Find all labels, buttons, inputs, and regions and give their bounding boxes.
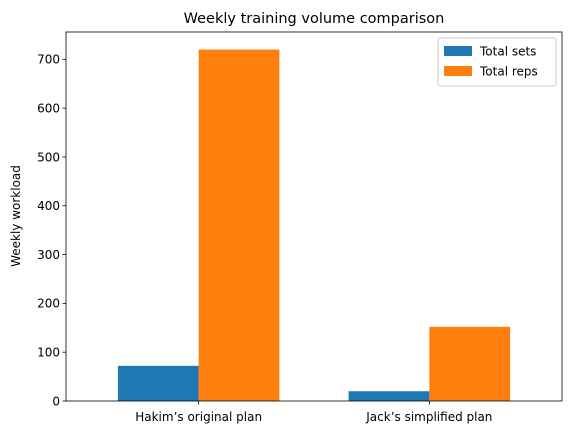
y-axis-label: Weekly workload	[9, 165, 23, 267]
legend-swatch	[444, 66, 472, 76]
bars-group	[117, 49, 511, 401]
y-tick-label: 600	[37, 101, 60, 115]
x-ticks-group: Hakim’s original plan Jack’s simplified p…	[135, 401, 492, 424]
bar-total-reps-0	[198, 49, 280, 401]
y-tick-label: 200	[37, 297, 60, 311]
y-tick-label: 700	[37, 53, 60, 67]
y-tick-label: 500	[37, 150, 60, 164]
bar-total-sets-1	[348, 391, 430, 401]
y-tick-label: 300	[37, 248, 60, 262]
bar-total-reps-1	[429, 326, 511, 401]
y-tick-label: 0	[52, 394, 60, 408]
y-tick-label: 100	[37, 345, 60, 359]
x-tick-label: Jack’s simplified plan	[365, 410, 492, 424]
plot-frame	[65, 31, 563, 402]
bar-total-sets-0	[117, 365, 199, 401]
chart-title: Weekly training volume comparison	[184, 11, 445, 27]
legend-label: Total sets	[479, 45, 536, 59]
legend-swatch	[444, 46, 472, 56]
x-tick-label: Hakim’s original plan	[135, 410, 262, 424]
y-ticks-group: 0 100 200 300 400 500 600 700	[37, 53, 66, 408]
legend: Total sets Total reps	[437, 37, 557, 87]
legend-label: Total reps	[479, 65, 538, 79]
y-tick-label: 400	[37, 199, 60, 213]
